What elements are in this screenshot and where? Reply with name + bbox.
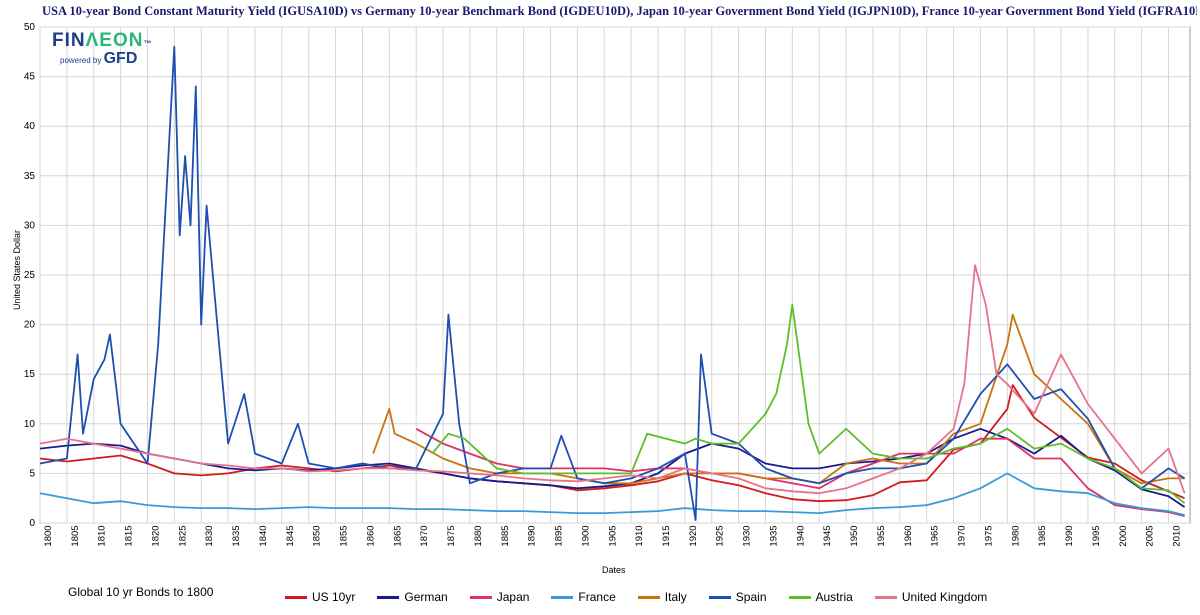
footnote: Global 10 yr Bonds to 1800 bbox=[68, 585, 214, 599]
x-tick-label: 1860 bbox=[365, 525, 376, 546]
legend-swatch bbox=[551, 595, 574, 599]
x-tick-label: 1960 bbox=[903, 525, 914, 546]
x-tick-label: 1870 bbox=[419, 525, 430, 546]
x-tick-label: 1975 bbox=[983, 525, 994, 546]
x-tick-label: 1880 bbox=[473, 525, 484, 546]
y-tick-label: 45 bbox=[24, 72, 36, 83]
x-tick-label: 1940 bbox=[795, 525, 806, 546]
x-tick-label: 2010 bbox=[1172, 525, 1183, 546]
x-tick-label: 1800 bbox=[43, 525, 54, 546]
x-tick-label: 1885 bbox=[500, 525, 511, 546]
x-tick-label: 1995 bbox=[1091, 525, 1102, 546]
y-tick-label: 15 bbox=[24, 369, 36, 380]
chart-title: USA 10-year Bond Constant Maturity Yield… bbox=[42, 4, 1197, 18]
x-tick-label: 1910 bbox=[634, 525, 645, 546]
finaeon-logo: FINΛEON™ powered by GFD bbox=[52, 30, 153, 67]
legend-label: Japan bbox=[496, 590, 530, 604]
y-tick-label: 50 bbox=[24, 22, 36, 33]
x-tick-label: 1955 bbox=[876, 525, 887, 546]
legend-item: Spain bbox=[708, 590, 767, 604]
legend-item: Austria bbox=[788, 590, 853, 604]
legend: US 10yr German Japan France Italy Spain Austri… bbox=[285, 590, 1009, 604]
y-tick-label: 25 bbox=[24, 270, 36, 281]
x-tick-label: 1825 bbox=[177, 525, 188, 546]
x-tick-label: 2005 bbox=[1145, 525, 1156, 546]
legend-label: Italy bbox=[664, 590, 687, 604]
x-tick-label: 1840 bbox=[258, 525, 269, 546]
legend-label: German bbox=[404, 590, 448, 604]
x-axis-label: Dates bbox=[602, 565, 626, 575]
legend-item: US 10yr bbox=[285, 590, 355, 604]
series-line-austria bbox=[431, 303, 1186, 504]
legend-item: Italy bbox=[637, 590, 687, 604]
x-tick-label: 1835 bbox=[231, 525, 242, 546]
x-tick-label: 1855 bbox=[339, 525, 350, 546]
series-line-italy bbox=[372, 313, 1185, 485]
series-line-united-kingdom bbox=[39, 264, 1186, 495]
series-line-france bbox=[39, 472, 1185, 516]
x-tick-label: 1935 bbox=[768, 525, 779, 546]
x-tick-label: 2000 bbox=[1118, 525, 1129, 546]
y-tick-label: 0 bbox=[29, 518, 35, 529]
legend-item: German bbox=[377, 590, 448, 604]
y-tick-label: 40 bbox=[24, 121, 36, 132]
x-tick-label: 1895 bbox=[554, 525, 565, 546]
x-tick-label: 1810 bbox=[97, 525, 108, 546]
x-tick-label: 1970 bbox=[957, 525, 968, 546]
x-tick-label: 1830 bbox=[204, 525, 215, 546]
legend-swatch bbox=[708, 595, 731, 599]
x-tick-label: 1985 bbox=[1037, 525, 1048, 546]
legend-item: United Kingdom bbox=[874, 590, 988, 604]
x-tick-label: 1890 bbox=[527, 525, 538, 546]
legend-label: Spain bbox=[735, 590, 767, 604]
y-axis-label: United States Dollar bbox=[12, 229, 22, 311]
legend-item: France bbox=[551, 590, 616, 604]
legend-label: United Kingdom bbox=[901, 590, 988, 604]
legend-label: US 10yr bbox=[312, 590, 356, 604]
y-tick-label: 30 bbox=[24, 220, 36, 231]
x-tick-label: 1920 bbox=[688, 525, 699, 546]
legend-swatch bbox=[377, 595, 400, 599]
x-tick-label: 1845 bbox=[285, 525, 296, 546]
x-tick-label: 1815 bbox=[124, 525, 135, 546]
x-tick-label: 1990 bbox=[1064, 525, 1075, 546]
legend-swatch bbox=[285, 595, 307, 599]
series-line-spain bbox=[39, 45, 1186, 521]
series-line-german bbox=[39, 427, 1186, 508]
legend-swatch bbox=[874, 595, 897, 599]
y-tick-label: 35 bbox=[24, 171, 36, 182]
y-tick-label: 10 bbox=[24, 419, 36, 430]
x-tick-label: 1965 bbox=[930, 525, 941, 546]
x-tick-label: 1980 bbox=[1010, 525, 1021, 546]
x-tick-label: 1925 bbox=[715, 525, 726, 546]
x-tick-label: 1820 bbox=[150, 525, 161, 546]
x-tick-label: 1915 bbox=[661, 525, 672, 546]
x-tick-label: 1900 bbox=[580, 525, 591, 546]
x-tick-label: 1930 bbox=[742, 525, 753, 546]
legend-swatch bbox=[788, 595, 811, 599]
x-tick-label: 1850 bbox=[312, 525, 323, 546]
x-tick-label: 1945 bbox=[822, 525, 833, 546]
y-tick-label: 20 bbox=[24, 320, 36, 331]
legend-swatch bbox=[637, 595, 660, 599]
x-tick-label: 1865 bbox=[392, 525, 403, 546]
y-tick-label: 5 bbox=[29, 468, 35, 479]
x-tick-label: 1950 bbox=[849, 525, 860, 546]
legend-swatch bbox=[469, 595, 492, 599]
x-tick-label: 1805 bbox=[70, 525, 81, 546]
legend-item: Japan bbox=[469, 590, 530, 604]
legend-label: Austria bbox=[815, 590, 853, 604]
x-tick-label: 1875 bbox=[446, 525, 457, 546]
legend-label: France bbox=[578, 590, 616, 604]
series-line-us-10yr bbox=[39, 384, 1185, 503]
x-tick-label: 1905 bbox=[607, 525, 618, 546]
